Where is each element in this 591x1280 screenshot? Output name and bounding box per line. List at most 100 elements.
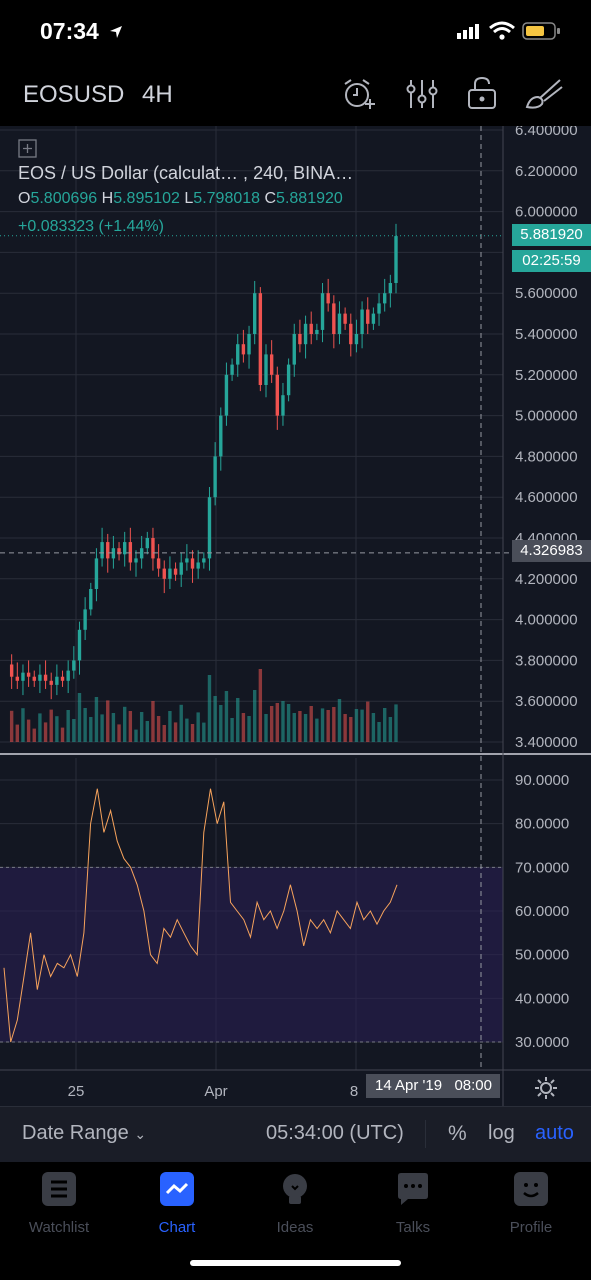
volume-bar <box>134 729 138 742</box>
unlock-icon[interactable] <box>466 75 498 111</box>
volume-bar <box>83 708 87 742</box>
volume-bar <box>207 675 212 742</box>
volume-bar <box>298 711 302 742</box>
price-tick-label: 5.200000 <box>515 367 578 384</box>
crosshair-time-label: 14 Apr '19 08:00 <box>366 1074 500 1098</box>
last-price-label: 5.881920 <box>512 224 591 246</box>
price-tick-label: 4.200000 <box>515 571 578 588</box>
volume-bar <box>343 714 347 742</box>
volume-bar <box>9 710 14 742</box>
date-range-button[interactable]: Date Range ⌄ <box>22 1122 146 1145</box>
crosshair-price-label: 4.326983 <box>512 540 591 562</box>
rsi-tick-label: 60.0000 <box>515 903 569 920</box>
tab-profile[interactable]: Profile <box>481 1172 581 1236</box>
price-tick-label: 3.400000 <box>515 734 578 751</box>
candle-body <box>241 344 246 355</box>
volume-bar <box>236 698 240 742</box>
volume-bar <box>60 727 65 742</box>
candle-body <box>366 309 370 324</box>
price-tick-label: 4.000000 <box>515 612 578 629</box>
log-scale-toggle[interactable]: log <box>488 1122 515 1144</box>
volume-bar <box>230 718 234 742</box>
volume-bar <box>275 703 279 742</box>
symbol-selector[interactable]: EOSUSD <box>23 81 125 108</box>
volume-bar <box>15 724 19 742</box>
volume-bar <box>349 717 353 742</box>
price-tick-label: 6.400000 <box>515 126 578 139</box>
location-arrow-icon <box>110 26 122 38</box>
high-value: 5.895102 <box>113 190 180 207</box>
volume-bar <box>66 710 70 742</box>
settings-gear-icon[interactable] <box>534 1076 558 1100</box>
tab-talks[interactable]: Talks <box>363 1172 463 1236</box>
candle-body <box>128 542 133 563</box>
collapse-legend-icon[interactable] <box>18 139 38 159</box>
candle-body <box>258 293 263 385</box>
candle-body <box>343 313 347 324</box>
interval-selector[interactable]: 4H <box>142 81 173 108</box>
candle-body <box>139 548 144 559</box>
volume-bar <box>77 693 82 742</box>
tab-chart[interactable]: Chart <box>127 1172 227 1236</box>
legend-title[interactable]: EOS / US Dollar (calculat… , 240, BINA… <box>18 163 354 183</box>
candle-body <box>185 558 189 563</box>
price-chart[interactable]: 6.400000 6.200000 6.000000 5.600000 5.400000… <box>0 126 591 1106</box>
candle-body <box>89 589 93 610</box>
volume-bar <box>371 713 376 742</box>
time-tick-label: 25 <box>68 1083 85 1100</box>
volume-bar <box>32 728 36 742</box>
price-tick-label: 5.400000 <box>515 326 578 343</box>
timezone-clock[interactable]: 05:34:00 (UTC) <box>266 1122 404 1144</box>
candle-body <box>281 395 285 416</box>
volume-bar <box>332 707 336 742</box>
candle-body <box>190 558 195 569</box>
volume-bar <box>156 716 161 742</box>
candle-body <box>49 680 53 685</box>
tab-ideas[interactable]: Ideas <box>245 1172 345 1236</box>
candle-body <box>371 313 376 324</box>
indicators-icon[interactable] <box>405 77 439 111</box>
rsi-tick-label: 40.0000 <box>515 990 569 1007</box>
lightbulb-icon <box>283 1174 307 1204</box>
candle-body <box>292 334 296 365</box>
candle-body <box>264 354 268 385</box>
auto-scale-toggle[interactable]: auto <box>535 1122 574 1144</box>
candle-body <box>145 538 149 549</box>
candle-body <box>219 415 223 457</box>
candle-body <box>32 676 36 681</box>
volume-bar <box>360 709 364 742</box>
volume-bar <box>247 716 251 742</box>
drawing-brush-icon[interactable] <box>524 77 564 111</box>
status-time: 07:34 <box>40 18 99 44</box>
rsi-tick-label: 80.0000 <box>515 816 569 833</box>
price-tick-label: 6.000000 <box>515 204 578 221</box>
volume-bar <box>111 713 116 742</box>
candle-body <box>377 303 381 314</box>
candle-body <box>77 629 82 661</box>
volume-bar <box>145 721 149 742</box>
candle-body <box>332 303 336 334</box>
rsi-tick-label: 50.0000 <box>515 947 569 964</box>
volume-bar <box>337 699 342 742</box>
volume-bar <box>196 712 200 742</box>
volume-bar <box>219 705 223 742</box>
tab-watchlist[interactable]: Watchlist <box>9 1172 109 1236</box>
candle-body <box>230 364 234 375</box>
candle-body <box>354 334 359 345</box>
volume-bar <box>281 701 285 742</box>
legend-change: +0.083323 (+1.44%) <box>18 218 164 235</box>
candle-body <box>72 660 76 671</box>
candle-body <box>134 558 138 563</box>
rsi-tick-label: 70.0000 <box>515 859 569 876</box>
volume-bar <box>366 701 370 742</box>
low-label: L <box>184 190 194 207</box>
volume-bar <box>179 704 183 742</box>
volume-bar <box>264 714 268 742</box>
candle-body <box>236 344 240 365</box>
volume-bar <box>168 711 172 742</box>
rsi-band <box>0 867 503 1042</box>
volume-bar <box>55 716 59 742</box>
percent-scale-toggle[interactable]: % <box>448 1122 467 1145</box>
price-tick-label: 3.600000 <box>515 693 578 710</box>
alarm-add-icon[interactable] <box>341 77 377 111</box>
